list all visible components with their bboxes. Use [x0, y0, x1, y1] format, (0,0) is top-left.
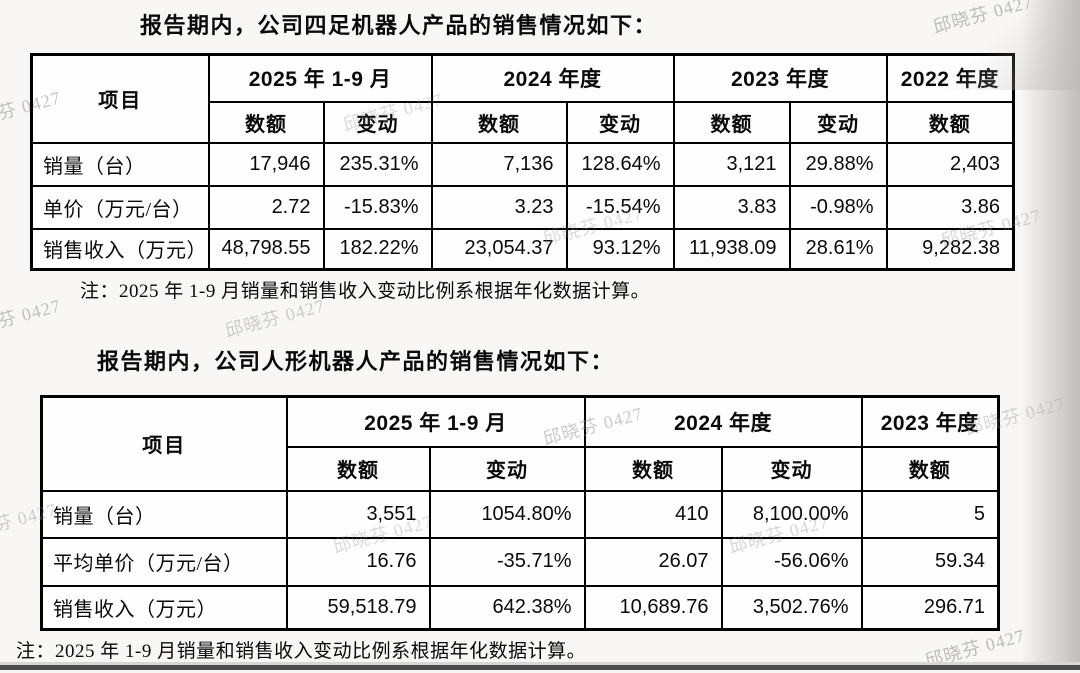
cell-value: 59,518.79	[285, 584, 431, 631]
item-column-header: 项目	[40, 395, 288, 492]
cell-value: 59.34	[860, 536, 1000, 587]
col-group-2025: 2025 年 1-9 月	[207, 53, 433, 103]
col-group-2022: 2022 年度	[885, 53, 1015, 103]
table-header-row-subs: 数额 变动 数额 变动 数额 变动 数额	[32, 100, 1015, 144]
row-label-sales-revenue: 销售收入（万元）	[30, 227, 210, 271]
subheader-amount: 数额	[285, 445, 431, 492]
cell-value: 3.23	[430, 184, 568, 230]
cell-value: 3,551	[285, 489, 431, 539]
row-label-sales-revenue: 销售收入（万元）	[40, 584, 288, 631]
cell-value: 48,798.55	[207, 227, 325, 271]
item-column-header: 项目	[30, 53, 210, 144]
cell-value: 2.72	[207, 184, 325, 230]
cell-value: 17,946	[207, 141, 325, 187]
row-label-sales-volume: 销量（台）	[40, 489, 288, 539]
table-row: 销量（台） 3,551 1054.80% 410 8,100.00% 5	[40, 489, 1000, 539]
table-header-row-groups: 项目 2025 年 1-9 月 2024 年度 2023 年度	[40, 395, 1000, 492]
table-row: 销售收入（万元） 59,518.79 642.38% 10,689.76 3,5…	[40, 584, 1000, 631]
cell-value: 16.76	[285, 536, 431, 587]
section2-note: 注：2025 年 1-9 月销量和销售收入变动比例系根据年化数据计算。	[16, 641, 587, 662]
cell-value: -0.98%	[788, 184, 888, 230]
cell-value: 3,502.76%	[720, 584, 863, 631]
col-group-2023: 2023 年度	[860, 395, 1000, 448]
cell-value: -56.06%	[720, 536, 863, 587]
subheader-amount: 数额	[672, 100, 791, 144]
cell-value: 9,282.38	[885, 227, 1015, 271]
col-group-2023: 2023 年度	[672, 53, 888, 103]
cell-value: 410	[583, 489, 723, 539]
humanoid-sales-table: 项目 2025 年 1-9 月 2024 年度 2023 年度 数额 变动 数额…	[40, 395, 1001, 631]
cell-value: -15.54%	[565, 184, 675, 230]
row-label-average-unit-price: 平均单价（万元/台）	[40, 536, 288, 587]
cell-value: 23,054.37	[430, 227, 568, 271]
cell-value: 93.12%	[565, 227, 675, 271]
cell-value: 11,938.09	[672, 227, 791, 271]
row-label-unit-price: 单价（万元/台）	[30, 184, 210, 230]
cell-value: 182.22%	[322, 227, 433, 271]
section2-title: 报告期内，公司人形机器人产品的销售情况如下：	[97, 349, 615, 374]
subheader-change: 变动	[788, 100, 888, 144]
subheader-amount: 数额	[860, 445, 1000, 492]
window-edge-dark	[0, 665, 1080, 670]
cell-value: 642.38%	[428, 584, 586, 631]
quadruped-sales-table: 项目 2025 年 1-9 月 2024 年度 2023 年度 2022 年度 …	[30, 53, 1016, 271]
section1-note: 注：2025 年 1-9 月销量和销售收入变动比例系根据年化数据计算。	[80, 281, 651, 302]
cell-value: 26.07	[583, 536, 723, 587]
row-label-sales-volume: 销量（台）	[30, 141, 210, 187]
cell-value: 3.83	[672, 184, 791, 230]
table-header-row-subs: 数额 变动 数额 变动 数额	[42, 445, 1000, 492]
table-row: 销售收入（万元） 48,798.55 182.22% 23,054.37 93.…	[30, 227, 1015, 271]
col-group-2024: 2024 年度	[583, 395, 863, 448]
cell-value: 3,121	[672, 141, 791, 187]
subheader-amount: 数额	[885, 100, 1015, 144]
cell-value: 29.88%	[788, 141, 888, 187]
subheader-change: 变动	[720, 445, 863, 492]
cell-value: 8,100.00%	[720, 489, 863, 539]
cell-value: 5	[860, 489, 1000, 539]
section1-title: 报告期内，公司四足机器人产品的销售情况如下：	[140, 13, 658, 38]
subheader-change: 变动	[428, 445, 586, 492]
subheader-change: 变动	[322, 100, 433, 144]
cell-value: 235.31%	[322, 141, 433, 187]
scan-shading-right	[1020, 0, 1080, 670]
subheader-change: 变动	[565, 100, 675, 144]
subheader-amount: 数额	[583, 445, 723, 492]
window-edge-light	[0, 662, 1080, 665]
cell-value: 296.71	[860, 584, 1000, 631]
cell-value: 1054.80%	[428, 489, 586, 539]
subheader-amount: 数额	[207, 100, 325, 144]
watermark: 邱晓芬 0427	[0, 295, 64, 342]
cell-value: -35.71%	[428, 536, 586, 587]
table-header-row-groups: 项目 2025 年 1-9 月 2024 年度 2023 年度 2022 年度	[30, 53, 1015, 144]
table-row: 平均单价（万元/台） 16.76 -35.71% 26.07 -56.06% 5…	[40, 536, 1000, 587]
cell-value: 2,403	[885, 141, 1015, 187]
cell-value: 7,136	[430, 141, 568, 187]
col-group-2025: 2025 年 1-9 月	[285, 395, 586, 448]
cell-value: 10,689.76	[583, 584, 723, 631]
cell-value: -15.83%	[322, 184, 433, 230]
cell-value: 28.61%	[788, 227, 888, 271]
table-row: 销量（台） 17,946 235.31% 7,136 128.64% 3,121…	[30, 141, 1015, 187]
watermark: 邱晓芬 0427	[931, 0, 1036, 38]
col-group-2024: 2024 年度	[430, 53, 675, 103]
table-row: 单价（万元/台） 2.72 -15.83% 3.23 -15.54% 3.83 …	[30, 184, 1015, 230]
cell-value: 128.64%	[565, 141, 675, 187]
subheader-amount: 数额	[430, 100, 568, 144]
cell-value: 3.86	[885, 184, 1015, 230]
